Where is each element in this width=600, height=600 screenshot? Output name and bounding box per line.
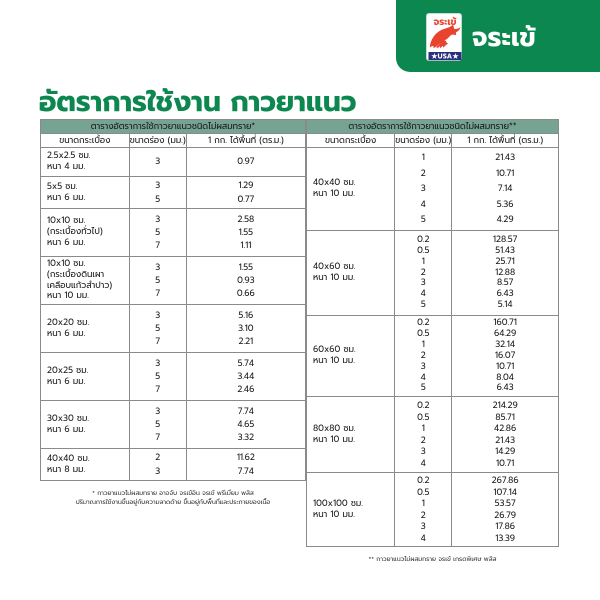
svg-text:★USA★: ★USA★ <box>431 51 459 61</box>
